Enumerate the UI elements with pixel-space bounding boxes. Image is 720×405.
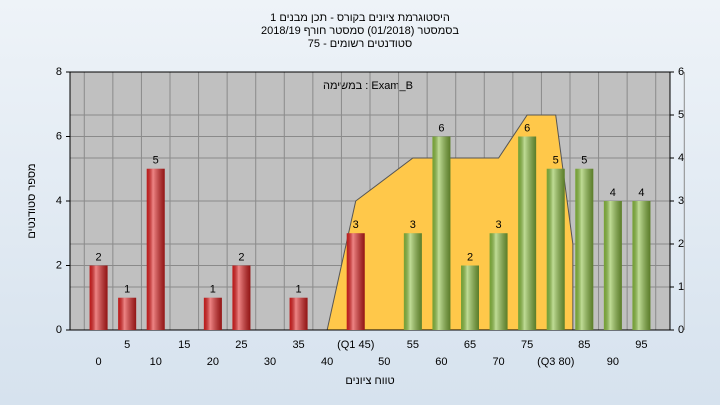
- y2-tick-label: 5: [678, 109, 684, 121]
- x-tick-label: 10: [150, 356, 162, 368]
- bar-shine: [432, 136, 451, 330]
- bar-shine: [146, 168, 165, 330]
- data-label: 3: [410, 219, 416, 231]
- bar-shine: [232, 265, 251, 330]
- x-tick-label: 65: [464, 339, 476, 351]
- bar-shine: [461, 265, 479, 330]
- bar-shine: [546, 168, 565, 330]
- bar-shine: [346, 233, 365, 330]
- plot-border: [69, 71, 671, 331]
- x-tick-label: 30: [264, 356, 276, 368]
- y-tick-label: 6: [56, 130, 62, 142]
- chart-subtitle: בסמסטר (01/2018) סמסטר חורף 2018/19: [261, 25, 459, 37]
- x-tick-label: 70: [492, 356, 504, 368]
- data-label: 2: [238, 251, 244, 263]
- data-label: 5: [581, 155, 587, 167]
- y-tick-label: 2: [56, 259, 62, 271]
- data-label: 4: [610, 187, 616, 199]
- y-axis-label: מספר סטודנטים: [26, 163, 38, 238]
- x-tick-label: 0: [96, 356, 102, 368]
- y2-tick-label: 4: [678, 152, 684, 164]
- x-tick-label: (Q3 80): [537, 356, 574, 368]
- data-label: 5: [153, 155, 159, 167]
- x-tick-label: 40: [321, 356, 333, 368]
- x-tick-label: 60: [435, 356, 447, 368]
- data-label: 1: [296, 284, 302, 296]
- x-tick-label: 25: [235, 339, 247, 351]
- y2-tick-label: 0: [678, 324, 684, 336]
- y-tick-label: 8: [56, 66, 62, 78]
- y-tick-label: 0: [56, 324, 62, 336]
- y2-tick-label: 2: [678, 238, 684, 250]
- bar-shine: [118, 297, 137, 330]
- data-label: 6: [438, 122, 444, 134]
- x-tick-label: 85: [578, 339, 590, 351]
- bar-shine: [518, 136, 537, 330]
- x-tick-label: 55: [407, 339, 419, 351]
- y2-tick-label: 6: [678, 66, 684, 78]
- x-tick-label: 50: [378, 356, 390, 368]
- x-tick-label: 90: [607, 356, 619, 368]
- bar-shine: [632, 201, 651, 330]
- x-axis-label: טווח ציונים: [345, 375, 394, 387]
- bar-shine: [289, 297, 308, 330]
- bar-shine: [575, 168, 594, 330]
- x-tick-label: 5: [124, 339, 130, 351]
- x-tick-label: 35: [292, 339, 304, 351]
- y2-tick-label: 1: [678, 281, 684, 293]
- chart-title: היסטוגרמת ציונים בקורס - תכן מבנים 1: [270, 12, 450, 24]
- data-label: 2: [467, 251, 473, 263]
- x-tick-label: 75: [521, 339, 533, 351]
- data-label: 3: [353, 219, 359, 231]
- x-tick-label: 15: [178, 339, 190, 351]
- data-label: 1: [124, 284, 130, 296]
- bar-shine: [403, 233, 422, 330]
- data-label: 5: [553, 155, 559, 167]
- y-tick-label: 4: [56, 195, 62, 207]
- data-label: 2: [96, 251, 102, 263]
- x-tick-label: 95: [635, 339, 647, 351]
- bar-shine: [489, 233, 508, 330]
- data-label: 6: [524, 122, 530, 134]
- x-tick-label: 20: [207, 356, 219, 368]
- data-label: 4: [638, 187, 644, 199]
- data-label: 3: [496, 219, 502, 231]
- x-tick-label: (Q1 45): [337, 339, 374, 351]
- bar-shine: [89, 265, 108, 330]
- bar-shine: [203, 297, 222, 330]
- annotation: במשימה : Exam_B: [323, 80, 413, 92]
- bar-shine: [603, 201, 622, 330]
- chart-subtitle: סטודנטים רשומים - 75: [308, 38, 412, 50]
- y2-tick-label: 3: [678, 195, 684, 207]
- data-label: 1: [210, 284, 216, 296]
